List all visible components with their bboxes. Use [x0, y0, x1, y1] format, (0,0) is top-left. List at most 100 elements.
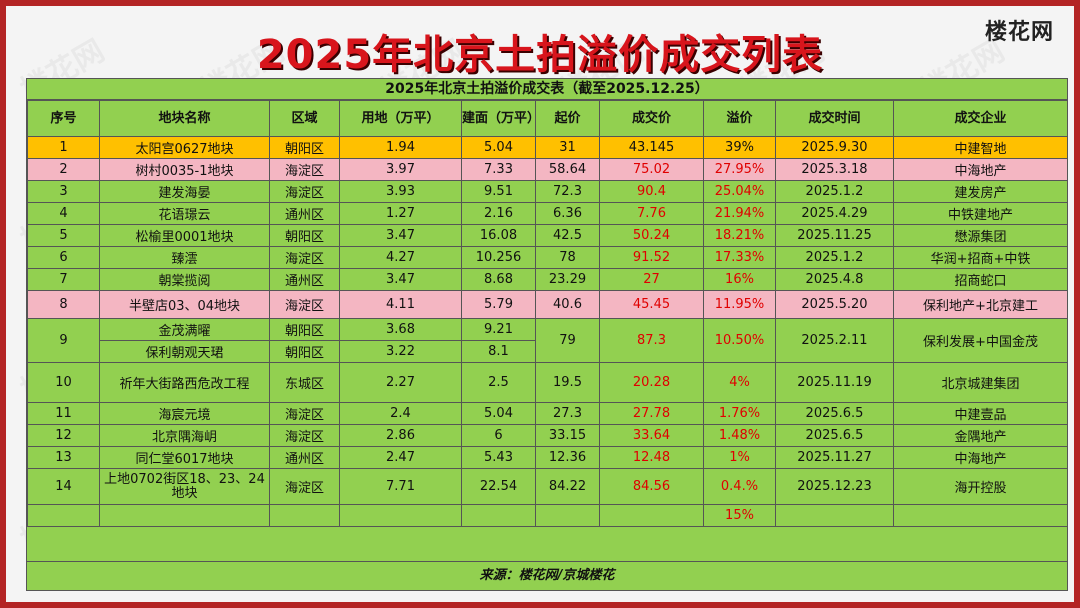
cell-start: 12.36 [535, 446, 600, 469]
cell-deal: 43.145 [599, 136, 704, 159]
table-row: 7 朝棠揽阅 通州区 3.47 8.68 23.29 27 16% 2025.4… [27, 268, 1068, 291]
cell-premium: 25.04% [703, 180, 776, 203]
cell-premium: 1.76% [703, 402, 776, 425]
table-row: 10 祈年大街路西危改工程 东城区 2.27 2.5 19.5 20.28 4%… [27, 362, 1068, 403]
cell-premium: 18.21% [703, 224, 776, 247]
cell-empty [339, 504, 462, 527]
cell-build: 8.1 [461, 340, 536, 363]
cell-no: 12 [27, 424, 100, 447]
cell-deal: 91.52 [599, 246, 704, 269]
cell-deal: 27 [599, 268, 704, 291]
cell-no: 14 [27, 468, 100, 505]
cell-empty [775, 504, 894, 527]
cell-date: 2025.2.11 [775, 318, 894, 363]
cell-deal: 84.56 [599, 468, 704, 505]
cell-land: 4.11 [339, 290, 462, 319]
cell-premium: 17.33% [703, 246, 776, 269]
source-note: 来源：楼花网/京城楼花 [27, 561, 1067, 590]
cell-start: 31 [535, 136, 600, 159]
cell-premium: 11.95% [703, 290, 776, 319]
cell-deal: 90.4 [599, 180, 704, 203]
cell-company: 中海地产 [893, 158, 1068, 181]
cell-start: 6.36 [535, 202, 600, 225]
cell-name: 上地0702街区18、23、24地块 [99, 468, 270, 505]
table-row: 12 北京隅海岄 海淀区 2.86 6 33.15 33.64 1.48% 20… [27, 424, 1068, 447]
data-table-panel: 2025年北京土拍溢价成交表（截至2025.12.25） 序号 地块名称 区域 … [26, 78, 1068, 591]
cell-company: 中海地产 [893, 446, 1068, 469]
cell-land: 3.68 [339, 318, 462, 341]
cell-area: 海淀区 [269, 158, 340, 181]
cell-start: 40.6 [535, 290, 600, 319]
cell-deal: 45.45 [599, 290, 704, 319]
cell-date: 2025.6.5 [775, 402, 894, 425]
cell-premium: 39% [703, 136, 776, 159]
cell-company: 北京城建集团 [893, 362, 1068, 403]
cell-area: 海淀区 [269, 290, 340, 319]
cell-no: 11 [27, 402, 100, 425]
cell-start: 42.5 [535, 224, 600, 247]
cell-land: 2.27 [339, 362, 462, 403]
cell-land: 3.47 [339, 268, 462, 291]
cell-name: 松榆里0001地块 [99, 224, 270, 247]
cell-company: 懋源集团 [893, 224, 1068, 247]
header-cell: 起价 [535, 100, 600, 137]
table-row: 11 海宸元境 海淀区 2.4 5.04 27.3 27.78 1.76% 20… [27, 402, 1068, 425]
premium-table: 序号 地块名称 区域 用地（万平） 建面（万平） 起价 成交价 溢价 成交时间 … [27, 100, 1068, 527]
cell-name: 朝棠揽阅 [99, 268, 270, 291]
cell-deal: 12.48 [599, 446, 704, 469]
header-cell: 成交企业 [893, 100, 1068, 137]
cell-land: 2.4 [339, 402, 462, 425]
cell-date: 2025.6.5 [775, 424, 894, 447]
cell-no: 9 [27, 318, 100, 363]
cell-area: 通州区 [269, 446, 340, 469]
cell-no: 10 [27, 362, 100, 403]
cell-company: 中建智地 [893, 136, 1068, 159]
cell-no: 7 [27, 268, 100, 291]
cell-premium: 0.4.% [703, 468, 776, 505]
cell-land: 1.27 [339, 202, 462, 225]
cell-name: 同仁堂6017地块 [99, 446, 270, 469]
cell-company: 中建壹品 [893, 402, 1068, 425]
cell-start: 27.3 [535, 402, 600, 425]
cell-build: 22.54 [461, 468, 536, 505]
cell-build: 8.68 [461, 268, 536, 291]
cell-company: 建发房产 [893, 180, 1068, 203]
cell-name: 花语璟云 [99, 202, 270, 225]
cell-date: 2025.1.2 [775, 246, 894, 269]
cell-start: 58.64 [535, 158, 600, 181]
cell-build: 5.04 [461, 402, 536, 425]
cell-company: 海开控股 [893, 468, 1068, 505]
cell-premium: 21.94% [703, 202, 776, 225]
cell-deal: 20.28 [599, 362, 704, 403]
cell-build: 9.51 [461, 180, 536, 203]
cell-empty [535, 504, 600, 527]
cell-empty [269, 504, 340, 527]
header-cell: 成交价 [599, 100, 704, 137]
cell-land: 3.47 [339, 224, 462, 247]
header-cell: 地块名称 [99, 100, 270, 137]
cell-area: 通州区 [269, 202, 340, 225]
cell-name: 建发海晏 [99, 180, 270, 203]
cell-company: 保利地产+北京建工 [893, 290, 1068, 319]
cell-area: 海淀区 [269, 468, 340, 505]
cell-start: 78 [535, 246, 600, 269]
cell-no: 1 [27, 136, 100, 159]
cell-area: 朝阳区 [269, 340, 340, 363]
cell-company: 保利发展+中国金茂 [893, 318, 1068, 363]
table-row-average: 15% [27, 504, 1068, 527]
cell-avg-premium: 15% [703, 504, 776, 527]
cell-company: 中铁建地产 [893, 202, 1068, 225]
cell-build: 5.43 [461, 446, 536, 469]
header-cell: 区域 [269, 100, 340, 137]
header-cell: 用地（万平） [339, 100, 462, 137]
cell-name: 臻澐 [99, 246, 270, 269]
cell-build: 2.16 [461, 202, 536, 225]
cell-start: 72.3 [535, 180, 600, 203]
cell-area: 东城区 [269, 362, 340, 403]
cell-land: 4.27 [339, 246, 462, 269]
cell-land: 2.47 [339, 446, 462, 469]
cell-empty [599, 504, 704, 527]
cell-empty [27, 504, 100, 527]
table-row: 3 建发海晏 海淀区 3.93 9.51 72.3 90.4 25.04% 20… [27, 180, 1068, 203]
cell-build: 7.33 [461, 158, 536, 181]
